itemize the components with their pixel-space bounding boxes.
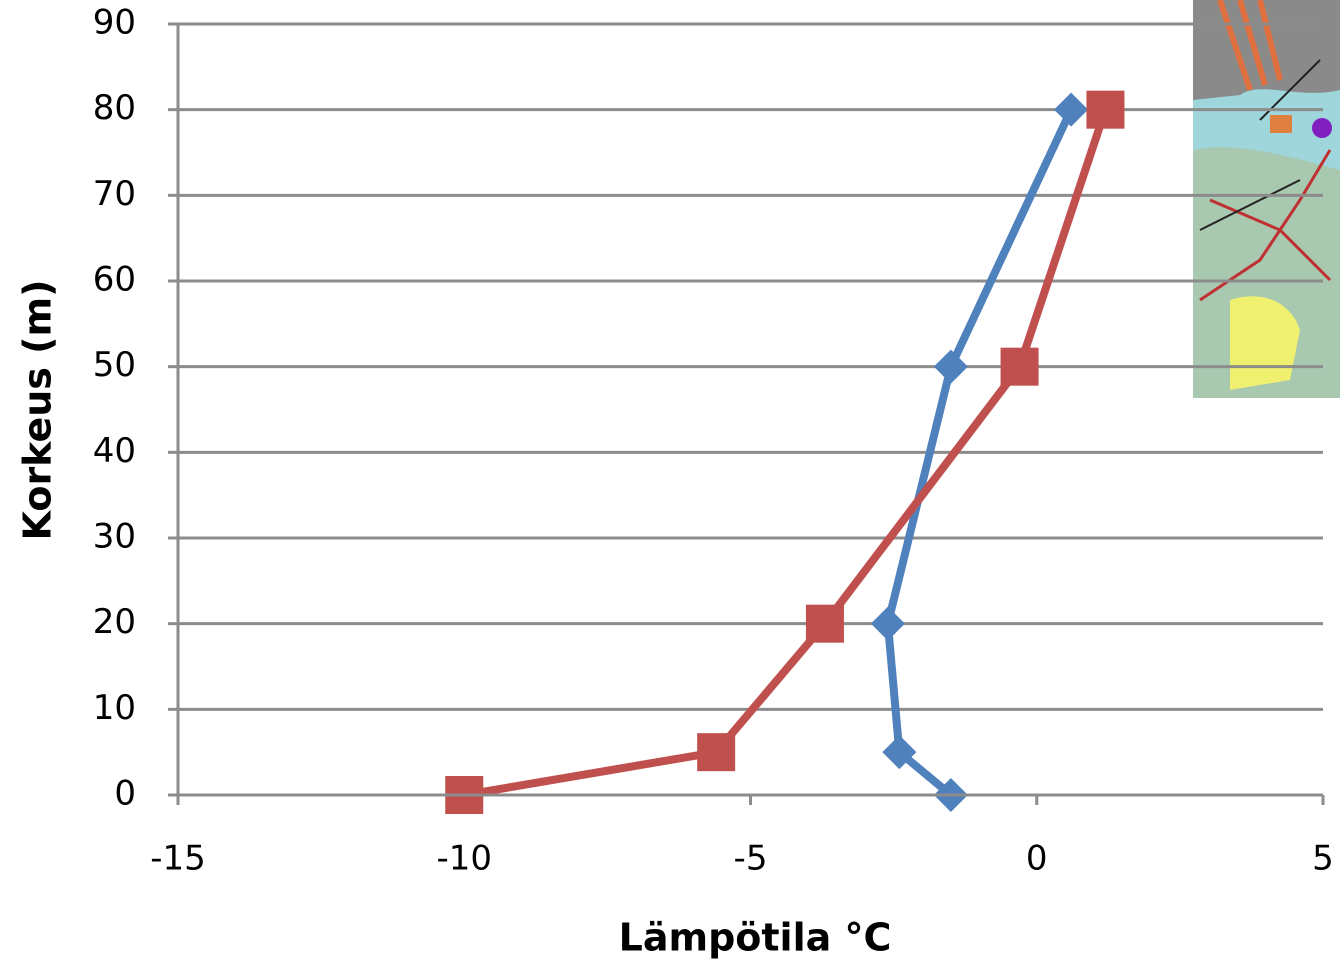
- page: Lämpötila °C Korkeus (m) 010203040506070…: [0, 0, 1340, 968]
- y-axis-title: Korkeus (m): [16, 280, 60, 541]
- x-tick-label: 0: [1026, 839, 1048, 879]
- marker: [1086, 91, 1124, 129]
- marker: [697, 733, 735, 771]
- x-axis-title: Lämpötila °C: [619, 916, 892, 960]
- x-tick-label: -10: [436, 839, 492, 879]
- marker: [871, 607, 905, 641]
- y-tick-label: 30: [93, 517, 136, 557]
- x-tick-label: -15: [150, 839, 206, 879]
- y-tick-label: 60: [93, 260, 136, 300]
- y-tick-label: 10: [93, 688, 136, 728]
- marker: [1001, 348, 1039, 386]
- y-tick-label: 70: [93, 174, 136, 214]
- y-tick-label: 20: [93, 602, 136, 642]
- x-tick-label: 5: [1312, 839, 1334, 879]
- y-tick-label: 80: [93, 88, 136, 128]
- y-tick-label: 90: [93, 3, 136, 43]
- chart: Lämpötila °C Korkeus (m) 010203040506070…: [0, 0, 1340, 968]
- x-tick-label: -5: [734, 839, 768, 879]
- marker: [1054, 93, 1088, 127]
- y-tick-label: 0: [114, 774, 136, 814]
- map-inset: [1193, 0, 1340, 398]
- y-tick-label: 40: [93, 431, 136, 471]
- marker: [806, 605, 844, 643]
- y-tick-label: 50: [93, 345, 136, 385]
- marker: [934, 350, 968, 384]
